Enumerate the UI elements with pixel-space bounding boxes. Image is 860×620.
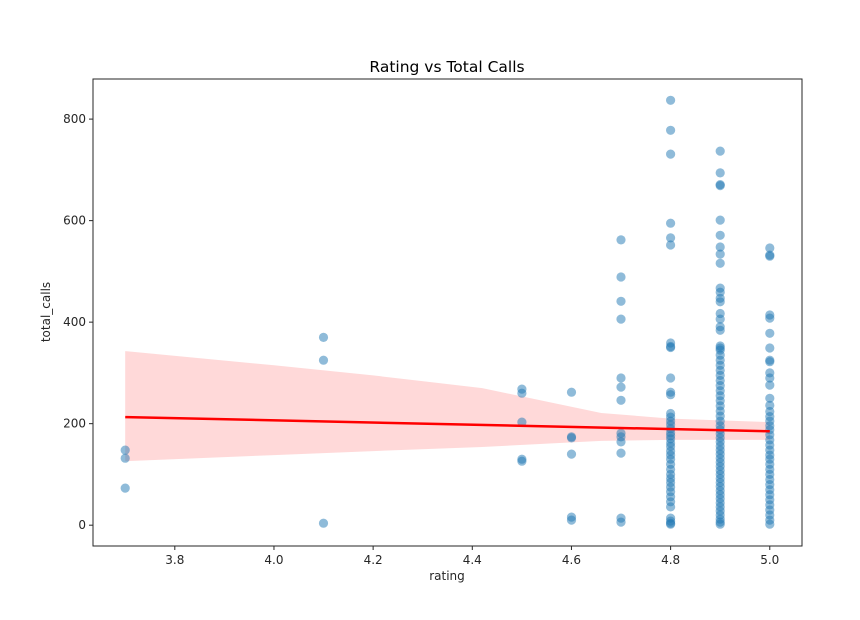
- x-tick-label: 4.2: [364, 553, 383, 567]
- data-point: [616, 235, 626, 245]
- data-point: [666, 373, 676, 383]
- data-point: [566, 387, 577, 397]
- data-point: [765, 357, 775, 367]
- data-point: [666, 502, 676, 512]
- data-point: [666, 218, 676, 228]
- data-point: [616, 296, 626, 306]
- data-point: [765, 380, 775, 390]
- y-tick-label: 600: [63, 214, 86, 228]
- x-axis-label: rating: [429, 569, 465, 583]
- confidence-band: [125, 351, 770, 462]
- data-point: [666, 233, 676, 243]
- data-point: [616, 373, 626, 383]
- data-point: [765, 343, 775, 353]
- regression-line-layer: [125, 415, 770, 433]
- data-point: [566, 449, 577, 459]
- data-point: [666, 125, 676, 135]
- x-tick-label: 3.8: [165, 553, 184, 567]
- y-tick-label: 0: [78, 518, 86, 532]
- data-point: [715, 297, 725, 307]
- data-point: [566, 433, 577, 443]
- data-point: [765, 243, 775, 253]
- data-point: [765, 519, 775, 529]
- data-point: [318, 518, 329, 528]
- y-axis-label: total_calls: [39, 282, 53, 342]
- data-point: [616, 382, 626, 392]
- data-point: [517, 417, 527, 427]
- data-point: [666, 342, 676, 353]
- data-point: [765, 328, 775, 338]
- x-tick-label: 4.6: [562, 553, 581, 567]
- data-point: [715, 258, 725, 268]
- x-tick-label: 4.4: [463, 553, 482, 567]
- regression-line: [125, 415, 770, 433]
- x-axis-ticks: 3.8 4.0 4.2 4.4 4.6 4.8 5.0: [165, 546, 779, 567]
- x-tick-label: 4.0: [264, 553, 283, 567]
- data-point: [715, 146, 725, 156]
- data-point: [666, 390, 676, 400]
- plot-frame: [92, 78, 803, 547]
- data-point: [765, 251, 775, 261]
- data-point: [120, 445, 130, 455]
- data-point: [566, 515, 577, 525]
- points-layer: [120, 95, 775, 529]
- data-point: [517, 456, 527, 466]
- data-point: [715, 325, 725, 335]
- data-point: [517, 388, 527, 398]
- data-point: [120, 453, 130, 463]
- data-point: [318, 355, 329, 365]
- data-point: [616, 314, 626, 324]
- data-point: [765, 373, 775, 383]
- data-point: [715, 230, 725, 240]
- y-tick-label: 400: [63, 315, 86, 329]
- y-tick-label: 200: [63, 417, 86, 431]
- data-point: [616, 448, 626, 458]
- data-point: [765, 313, 775, 323]
- data-point: [715, 168, 725, 178]
- x-tick-label: 4.8: [661, 553, 680, 567]
- data-point: [318, 332, 329, 342]
- data-point: [715, 519, 725, 529]
- chart-title: Rating vs Total Calls: [369, 58, 524, 76]
- data-point: [616, 272, 626, 282]
- data-point: [765, 393, 775, 403]
- data-point: [715, 249, 725, 259]
- data-point: [666, 519, 676, 529]
- data-point: [120, 483, 130, 493]
- data-point: [666, 95, 676, 105]
- data-point: [715, 314, 725, 324]
- data-point: [666, 149, 676, 159]
- confidence-band-layer: [125, 351, 770, 462]
- data-point: [616, 395, 626, 405]
- data-point: [715, 242, 725, 252]
- data-point: [616, 437, 626, 447]
- x-tick-label: 5.0: [760, 553, 779, 567]
- data-point: [666, 240, 676, 250]
- y-axis-ticks: 0 200 400 600 800: [63, 112, 93, 532]
- data-point: [715, 181, 725, 191]
- y-tick-label: 800: [63, 112, 86, 126]
- data-point: [616, 517, 626, 527]
- data-point: [715, 215, 725, 225]
